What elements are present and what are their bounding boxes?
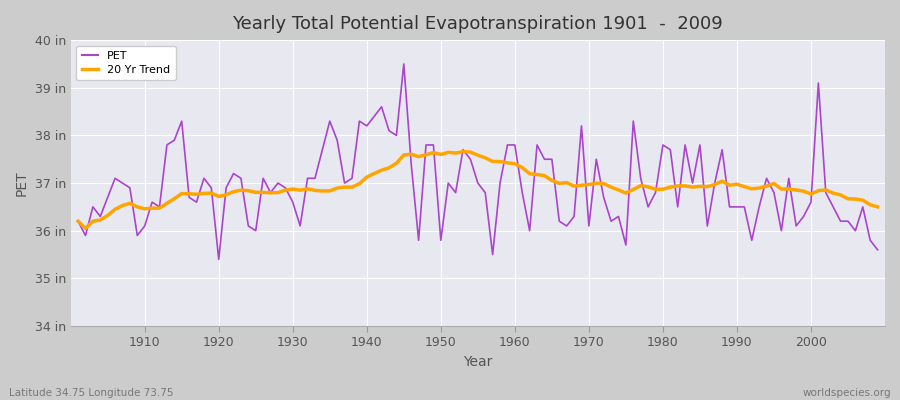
Title: Yearly Total Potential Evapotranspiration 1901  -  2009: Yearly Total Potential Evapotranspiratio… [232,15,724,33]
Y-axis label: PET: PET [15,170,29,196]
Legend: PET, 20 Yr Trend: PET, 20 Yr Trend [76,46,176,80]
Text: worldspecies.org: worldspecies.org [803,388,891,398]
Text: Latitude 34.75 Longitude 73.75: Latitude 34.75 Longitude 73.75 [9,388,174,398]
X-axis label: Year: Year [464,355,492,369]
